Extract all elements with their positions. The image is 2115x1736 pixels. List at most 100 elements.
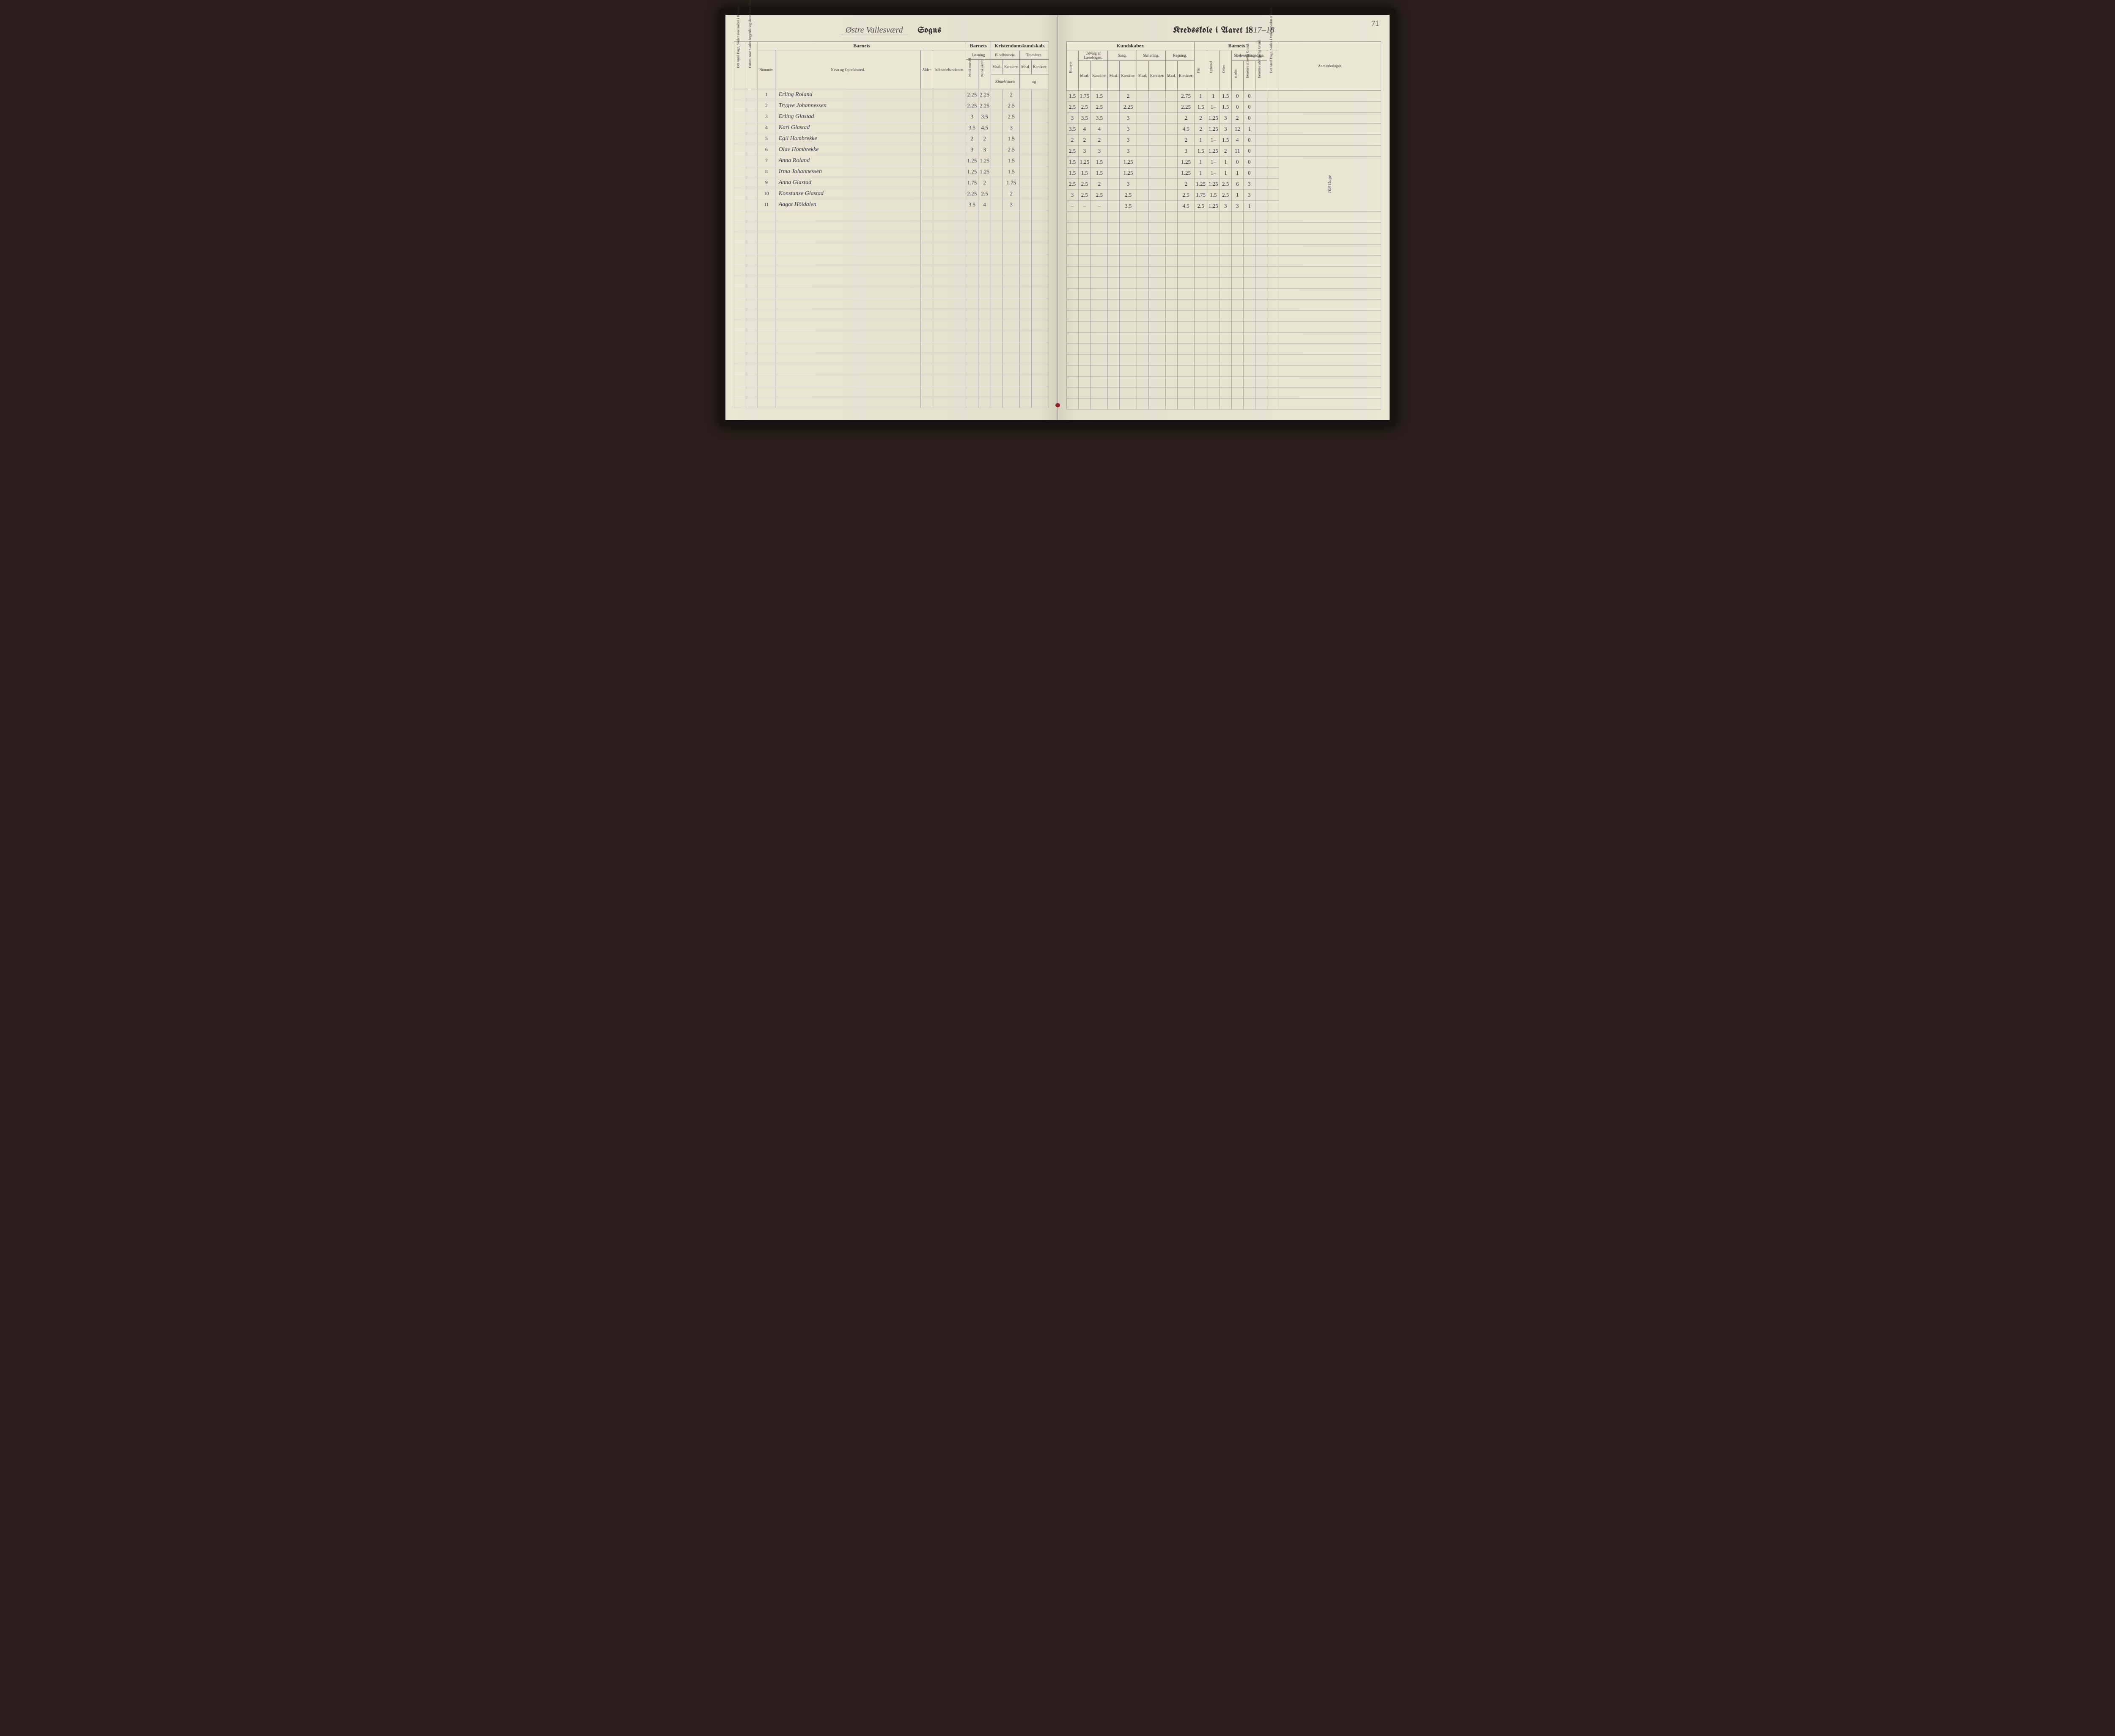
- table-row: 2Trygve Johannessen2.252.252.5: [734, 100, 1049, 111]
- grade: 3: [1220, 201, 1231, 212]
- grade: 2.25: [966, 100, 978, 111]
- cell: [1032, 100, 1049, 111]
- table-row: 11Aagot Höidalen3.543: [734, 199, 1049, 210]
- grade: 1–: [1207, 168, 1220, 179]
- table-row: [1066, 244, 1381, 255]
- col-ulovlig: forsømte uden lovlig Grund.: [1255, 61, 1267, 91]
- cell: [933, 166, 966, 177]
- grade: 1.5: [1003, 155, 1020, 166]
- grade: 3: [1120, 179, 1137, 190]
- grade: 2.5: [1078, 102, 1091, 113]
- grade: [991, 177, 1003, 188]
- grade: 2: [1220, 146, 1231, 157]
- col-anm: Anmærkninger.: [1279, 42, 1381, 91]
- grade: 3: [978, 144, 991, 155]
- cell: [734, 133, 746, 144]
- cell: [1032, 199, 1049, 210]
- cell: [1255, 146, 1267, 157]
- cell: [1148, 135, 1165, 146]
- cell: [933, 144, 966, 155]
- cell: [1032, 89, 1049, 100]
- col-skr-kar: Karakter.: [1148, 61, 1165, 91]
- table-row: [734, 276, 1049, 287]
- grade: [991, 155, 1003, 166]
- cell: [1020, 100, 1032, 111]
- cell: [1020, 155, 1032, 166]
- grade: 1.5: [1195, 146, 1207, 157]
- grade: 3.5: [1120, 201, 1137, 212]
- grade: 1.5: [1091, 91, 1108, 102]
- col-norsk-s: Norsk skriftl.: [978, 60, 991, 89]
- table-row: [734, 287, 1049, 298]
- table-row: [1066, 233, 1381, 244]
- cell: [1137, 91, 1148, 102]
- grade: 1: [1207, 91, 1220, 102]
- table-row: [1066, 365, 1381, 376]
- cell: [746, 177, 758, 188]
- right-header: Kredsskole i Aaret 1817–18: [1066, 25, 1382, 35]
- grade: 2.25: [978, 100, 991, 111]
- table-row: 1Erling Roland2.252.252: [734, 89, 1049, 100]
- cell: [746, 199, 758, 210]
- grade: 1.5: [1220, 102, 1231, 113]
- cell: [746, 188, 758, 199]
- table-row: [1066, 222, 1381, 233]
- row-number: 2: [758, 100, 775, 111]
- right-tbody: 1.51.751.522.75111.5002.52.52.52.252.251…: [1066, 91, 1381, 409]
- col-flid: Flid: [1195, 50, 1207, 91]
- col-skr-maal: Maal.: [1137, 61, 1148, 91]
- grade: 0: [1231, 157, 1243, 168]
- grade: 2.5: [1066, 102, 1078, 113]
- grade: 2: [1091, 135, 1108, 146]
- grade: 1: [1243, 201, 1255, 212]
- table-row: [1066, 310, 1381, 321]
- grade: 1.25: [1177, 168, 1194, 179]
- grade: 1.75: [1195, 190, 1207, 201]
- cell: [746, 155, 758, 166]
- cell: [746, 100, 758, 111]
- cell: [1108, 102, 1120, 113]
- grade: 2: [1120, 91, 1137, 102]
- table-row: [1066, 398, 1381, 409]
- grade: 0: [1243, 113, 1255, 124]
- group-barnets-right: Barnets: [1195, 42, 1279, 50]
- table-row: [734, 221, 1049, 232]
- cell: [1148, 146, 1165, 157]
- grade: 2.5: [1220, 190, 1231, 201]
- grade: 1.5: [1078, 168, 1091, 179]
- grade: [991, 199, 1003, 210]
- cell: [933, 188, 966, 199]
- col-udv-kar: Karakter.: [1091, 61, 1108, 91]
- grade: 1.5: [1066, 91, 1078, 102]
- student-name: Irma Johannessen: [775, 166, 920, 177]
- cell: [1148, 190, 1165, 201]
- cell: [1165, 102, 1177, 113]
- cell: [921, 144, 933, 155]
- table-row: [734, 364, 1049, 375]
- cell: [1020, 144, 1032, 155]
- grade: [991, 188, 1003, 199]
- table-row: 8Irma Johannessen1.251.251.5: [734, 166, 1049, 177]
- student-name: Erling Glastad: [775, 111, 920, 122]
- table-row: 1.51.751.522.75111.500: [1066, 91, 1381, 102]
- col-alder: Alder.: [921, 50, 933, 89]
- col-modte: mødte.: [1231, 61, 1243, 91]
- page-number: 71: [1371, 19, 1379, 28]
- cell: [1165, 190, 1177, 201]
- cell: [1032, 133, 1049, 144]
- cell: [746, 144, 758, 155]
- cell: [734, 144, 746, 155]
- grade: 3: [1243, 179, 1255, 190]
- grade: 1–: [1207, 135, 1220, 146]
- cell: [1020, 177, 1032, 188]
- cell: [1255, 201, 1267, 212]
- cell: [1279, 146, 1381, 157]
- grade: 3: [966, 111, 978, 122]
- table-row: [734, 254, 1049, 265]
- cell: [1148, 179, 1165, 190]
- right-thead: Kundskaber. Barnets Anmærkninger. Histor…: [1066, 42, 1381, 91]
- table-row: [734, 320, 1049, 331]
- cell: [933, 111, 966, 122]
- col-regning: Regning.: [1165, 50, 1194, 61]
- left-page: Østre Vallesværd Sogns Det Antal Dage, S…: [725, 15, 1058, 420]
